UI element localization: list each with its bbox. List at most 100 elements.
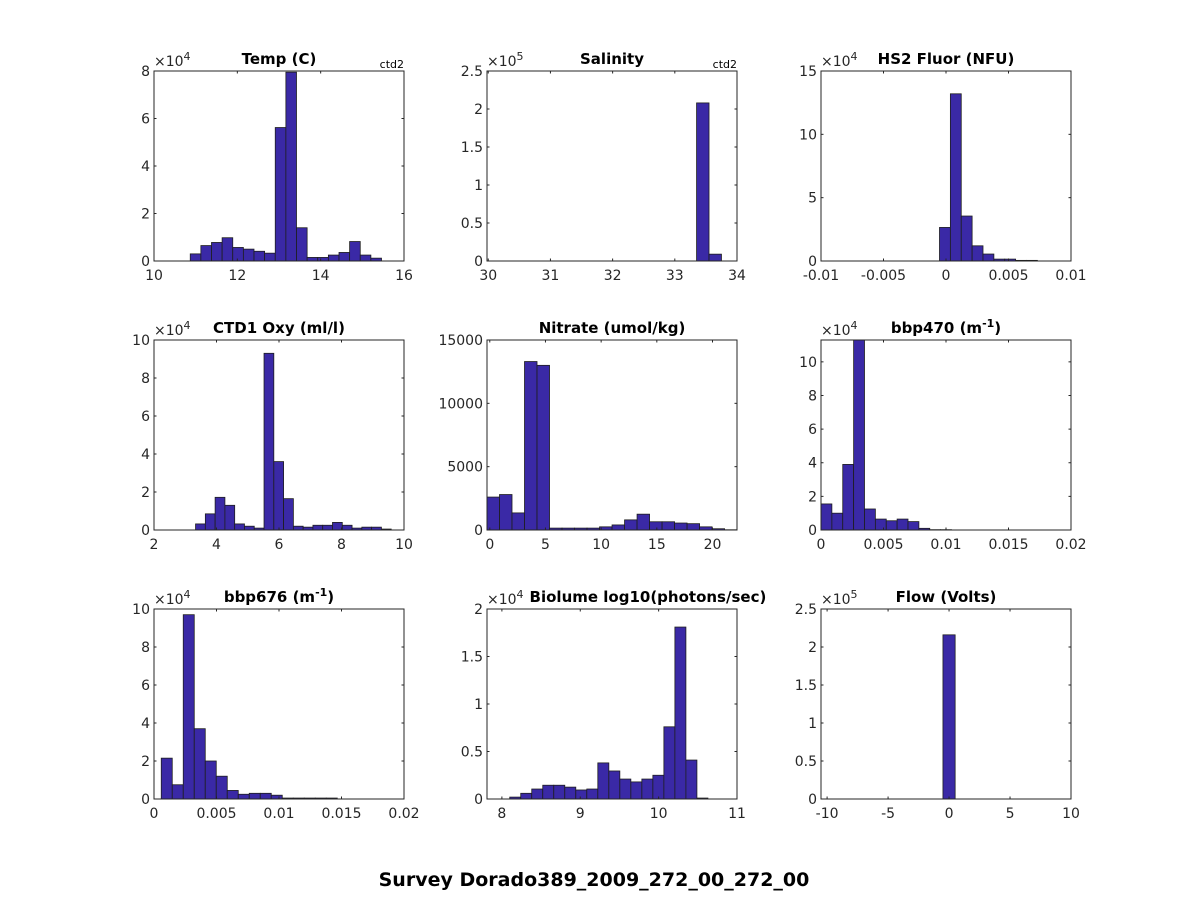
- histogram-bar: [259, 792, 272, 800]
- histogram-bar: [630, 781, 643, 800]
- y-tick-label: 1.5: [461, 650, 483, 666]
- y-tick-label: 5000: [447, 460, 483, 476]
- x-tick-label: 4: [212, 537, 221, 553]
- x-tick-label: 10: [1062, 806, 1080, 822]
- x-tick-label: 6: [275, 537, 284, 553]
- histogram-bar: [708, 253, 722, 262]
- y-tick-label: 6: [141, 409, 150, 425]
- y-tick-label: 0: [808, 792, 817, 808]
- histogram-bar: [524, 361, 538, 531]
- histogram-panel: 30 31 32 33 34 0 0.5 1 1.5 2 2.5×105 ctd2 Salinity: [461, 50, 746, 284]
- histogram-bar: [264, 252, 276, 262]
- histogram-bar: [195, 523, 206, 531]
- histogram-bar: [292, 525, 304, 531]
- histogram-bar: [674, 626, 687, 800]
- axes-frame: [486, 339, 738, 531]
- x-tick-label: 0: [945, 806, 954, 822]
- y-tick-label: 2: [141, 207, 150, 223]
- histogram-bar: [211, 242, 223, 262]
- histogram-bar: [611, 524, 625, 531]
- histogram-bar: [273, 461, 284, 531]
- histogram-bar: [853, 339, 865, 531]
- histogram-bar: [942, 634, 956, 800]
- y-tick-label: 10: [132, 602, 150, 618]
- histogram-bar: [332, 522, 343, 531]
- x-tick-label: 0.015: [988, 537, 1028, 553]
- histogram-bar: [327, 254, 340, 262]
- histogram-bar: [619, 778, 632, 800]
- histogram-bar: [586, 788, 599, 800]
- x-tick-label: 31: [542, 268, 560, 284]
- histogram-bar: [531, 788, 544, 800]
- histogram-bar: [636, 513, 650, 531]
- y-tick-label: 2: [808, 489, 817, 505]
- y-tick-label: 4: [141, 716, 150, 732]
- histogram-bar: [575, 789, 588, 800]
- x-tick-label: 0.005: [863, 537, 903, 553]
- y-tick-label: 8: [141, 640, 150, 656]
- y-tick-label: 8: [808, 388, 817, 404]
- histogram-bar: [242, 248, 255, 262]
- histogram-bar: [542, 784, 555, 800]
- histogram-bar: [204, 760, 217, 800]
- y-exponent-label: ×104: [821, 319, 858, 339]
- y-exponent-label: ×104: [487, 588, 524, 608]
- histogram-bar: [221, 237, 234, 262]
- x-tick-label: 10: [592, 537, 610, 553]
- histogram-bar: [312, 524, 324, 531]
- histogram-bar: [511, 512, 525, 531]
- histogram-bar: [232, 247, 244, 262]
- histogram-bar: [564, 786, 577, 800]
- y-tick-label: 0.5: [461, 745, 483, 761]
- histogram-panel: 8 9 10 11 0 0.5 1 1.5 2×104 Biolume log10(photons…: [461, 588, 767, 822]
- axes-frame: [820, 608, 1072, 800]
- y-tick-label: 0: [141, 523, 150, 539]
- histogram-bar: [160, 757, 173, 800]
- x-tick-label: -5: [881, 806, 895, 822]
- y-tick-label: 6: [808, 422, 817, 438]
- x-tick-label: 10: [395, 537, 413, 553]
- histogram-bar: [939, 227, 951, 262]
- y-tick-label: 8: [141, 64, 150, 80]
- y-tick-label: 2: [141, 754, 150, 770]
- histogram-bar: [248, 792, 261, 800]
- histogram-bar: [263, 352, 275, 531]
- y-tick-label: 4: [808, 456, 817, 472]
- histogram-bar: [253, 250, 266, 262]
- x-tick-label: 15: [648, 537, 666, 553]
- x-tick-label: 30: [479, 268, 497, 284]
- histogram-bar: [652, 774, 665, 800]
- y-tick-label: 1: [474, 178, 483, 194]
- y-tick-label: 0: [141, 792, 150, 808]
- histogram-bar: [685, 759, 698, 800]
- x-tick-label: -0.005: [861, 268, 906, 284]
- y-tick-label: 0: [141, 254, 150, 270]
- y-tick-label: 1.5: [461, 140, 483, 156]
- y-tick-label: 15000: [438, 333, 483, 349]
- histogram-bar: [624, 519, 638, 531]
- histogram-bar: [896, 518, 909, 531]
- x-tick-label: 14: [312, 268, 330, 284]
- y-exponent-label: ×104: [821, 50, 858, 70]
- x-tick-label: 32: [604, 268, 622, 284]
- x-tick-label: 0.02: [1055, 537, 1086, 553]
- y-tick-label: 1.5: [795, 678, 817, 694]
- x-tick-label: 20: [704, 537, 722, 553]
- x-tick-label: 16: [395, 268, 413, 284]
- y-tick-label: 0: [474, 523, 483, 539]
- y-tick-label: 2: [808, 640, 817, 656]
- y-tick-label: 0.5: [795, 754, 817, 770]
- histogram-bar: [283, 498, 294, 531]
- y-tick-label: 10000: [438, 396, 483, 412]
- y-tick-label: 2: [474, 102, 483, 118]
- histogram-bar: [597, 762, 610, 800]
- y-tick-label: 2: [474, 602, 483, 618]
- panel-title: Biolume log10(photons/sec): [530, 588, 767, 606]
- histogram-panel: 0 0.005 0.01 0.015 0.02 0 2 4 6 8 10×104 bbp470 (m-…: [799, 317, 1086, 553]
- x-tick-label: 8: [337, 537, 346, 553]
- y-tick-label: 10: [799, 127, 817, 143]
- histogram-bar: [864, 508, 876, 531]
- x-tick-label: 0: [817, 537, 826, 553]
- plot-area: [487, 71, 737, 261]
- x-tick-label: 10: [145, 268, 163, 284]
